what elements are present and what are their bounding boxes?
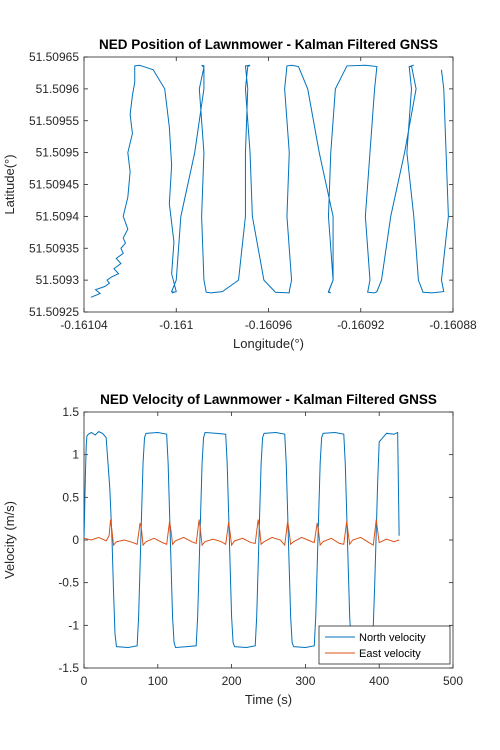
- y-tick-label: 51.5093: [36, 273, 80, 287]
- x-tick-label: 500: [443, 674, 463, 688]
- y-tick-label: 51.5094: [36, 209, 80, 223]
- y-tick-label: 51.50945: [29, 178, 79, 192]
- series-line-east-velocity: [84, 519, 400, 547]
- y-tick-label: -1: [68, 618, 79, 632]
- y-tick-label: 0.5: [62, 490, 79, 504]
- chart-2: NED Velocity of Lawnmower - Kalman Filte…: [2, 392, 463, 707]
- plot-area: [83, 411, 454, 669]
- x-tick-label: 200: [222, 674, 242, 688]
- x-axis-label: Longitude(°): [233, 336, 304, 351]
- x-tick-label: -0.16088: [429, 318, 477, 332]
- y-tick-label: -0.5: [58, 576, 79, 590]
- series-line-series-1: [90, 64, 449, 298]
- x-tick-label: -0.16092: [337, 318, 385, 332]
- y-tick-label: 51.5096: [36, 82, 80, 96]
- y-axis-label: Latitude(°): [2, 154, 17, 214]
- x-tick-label: -0.16104: [60, 318, 108, 332]
- y-tick-label: 51.50955: [29, 114, 79, 128]
- x-tick-label: 400: [369, 674, 389, 688]
- y-tick-label: 51.50965: [29, 50, 79, 64]
- y-axis-label: Velocity (m/s): [2, 501, 17, 579]
- y-tick-label: 51.50925: [29, 305, 79, 319]
- y-tick-label: 51.5095: [36, 146, 80, 160]
- legend: North velocity East velocity: [318, 625, 451, 665]
- chart-title: NED Velocity of Lawnmower - Kalman Filte…: [100, 392, 437, 407]
- chart-1: NED Position of Lawnmower - Kalman Filte…: [2, 37, 477, 351]
- y-tick-label: 0: [72, 533, 79, 547]
- x-tick-label: -0.16096: [245, 318, 293, 332]
- chart-title: NED Position of Lawnmower - Kalman Filte…: [99, 37, 438, 52]
- plot-area: [83, 56, 454, 313]
- y-tick-label: -1.5: [58, 661, 79, 675]
- legend-entry: East velocity: [359, 648, 421, 660]
- x-tick-label: 300: [295, 674, 315, 688]
- x-tick-label: 0: [81, 674, 88, 688]
- x-tick-label: -0.161: [159, 318, 193, 332]
- legend-box: [318, 625, 451, 665]
- y-tick-label: 1: [72, 448, 79, 462]
- y-tick-label: 51.50935: [29, 241, 79, 255]
- x-tick-label: 100: [148, 674, 168, 688]
- y-tick-label: 1.5: [62, 405, 79, 419]
- series-line-north-velocity: [84, 431, 400, 649]
- legend-entry: North velocity: [359, 632, 426, 644]
- x-axis-label: Time (s): [245, 692, 292, 707]
